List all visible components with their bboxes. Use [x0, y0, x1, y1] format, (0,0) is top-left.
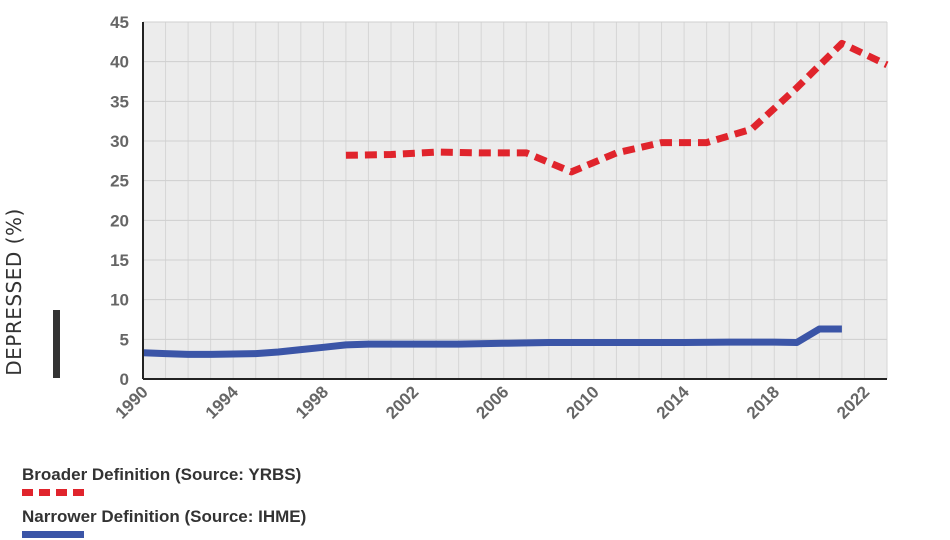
- y-tick-label: 20: [110, 211, 129, 230]
- legend-broader-swatch: [22, 489, 84, 496]
- y-tick-label: 0: [120, 370, 129, 389]
- x-tick-label: 2022: [833, 382, 873, 422]
- legend-narrower-swatch: [22, 531, 84, 538]
- x-tick-label: 2006: [472, 382, 512, 422]
- vertical-gridlines: [142, 22, 888, 379]
- y-tick-label: 30: [110, 132, 129, 151]
- x-tick-label: 2014: [653, 382, 694, 423]
- y-tick-label: 35: [110, 92, 129, 111]
- x-tick-label: 2010: [563, 382, 603, 422]
- x-tick-label: 2018: [743, 382, 783, 422]
- y-tick-label: 15: [110, 251, 129, 270]
- line-chart: 0 5 10 15 20 25 30 35 40 45 1990 1994 1998 2002 2006 2…: [2, 13, 889, 423]
- y-tick-label: 25: [110, 172, 129, 191]
- series-line-narrower: [142, 325, 842, 358]
- y-axis-label-bar: [53, 310, 60, 378]
- series-lines: [142, 39, 889, 358]
- y-tick-label: 40: [110, 53, 129, 72]
- y-tick-label: 10: [110, 291, 129, 310]
- y-axis-label: DEPRESSED (%): [2, 208, 26, 376]
- legend-narrower-label: Narrower Definition (Source: IHME): [22, 507, 307, 526]
- y-tick-label: 5: [120, 330, 129, 349]
- legend-broader-label: Broader Definition (Source: YRBS): [22, 465, 302, 484]
- x-axis-ticks: 1990 1994 1998 2002 2006 2010 2014 2018 2022: [112, 382, 874, 423]
- series-line-broader: [345, 39, 889, 176]
- x-tick-label: 1994: [202, 382, 243, 423]
- y-tick-label: 45: [110, 13, 129, 32]
- legend-broader: Broader Definition (Source: YRBS): [22, 465, 301, 496]
- legend-narrower: Narrower Definition (Source: IHME): [22, 507, 306, 538]
- y-axis-ticks: 0 5 10 15 20 25 30 35 40 45: [110, 13, 129, 389]
- x-tick-label: 1998: [292, 382, 332, 422]
- x-tick-label: 2002: [382, 382, 422, 422]
- x-tick-label: 1990: [112, 382, 152, 422]
- plot-area: [143, 22, 887, 379]
